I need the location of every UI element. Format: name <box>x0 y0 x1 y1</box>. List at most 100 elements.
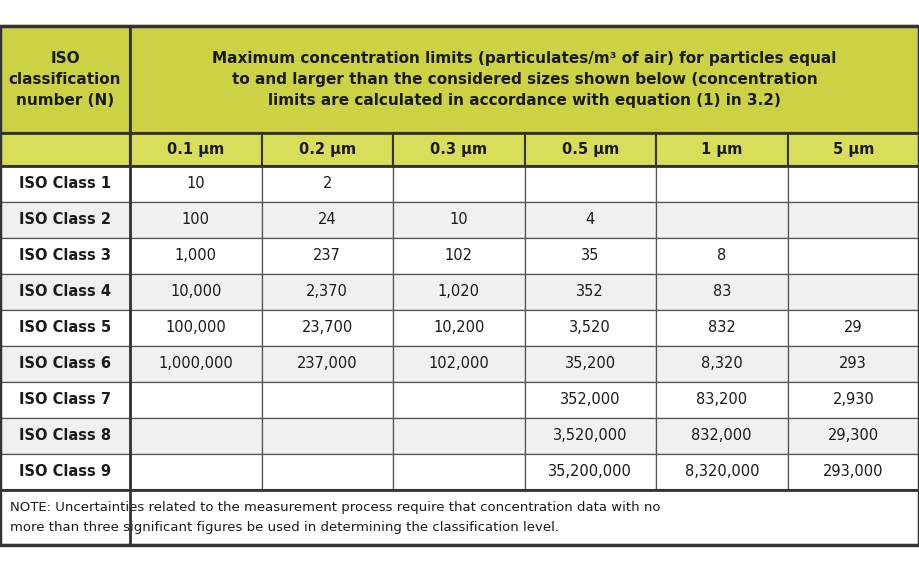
Text: 10,000: 10,000 <box>170 284 221 300</box>
Text: 102,000: 102,000 <box>428 356 489 372</box>
Text: 1,000,000: 1,000,000 <box>158 356 233 372</box>
Text: 0.2 μm: 0.2 μm <box>299 142 356 157</box>
Text: 23,700: 23,700 <box>301 320 353 336</box>
Bar <box>656 202 788 238</box>
Bar <box>393 454 525 490</box>
Bar <box>393 382 525 418</box>
Text: ISO Class 6: ISO Class 6 <box>19 356 111 372</box>
Bar <box>262 310 393 346</box>
Bar <box>656 274 788 310</box>
Bar <box>130 346 262 382</box>
Text: NOTE: Uncertainties related to the measurement process require that concentratio: NOTE: Uncertainties related to the measu… <box>10 501 661 533</box>
Bar <box>525 274 656 310</box>
Bar <box>262 166 393 202</box>
Bar <box>788 202 919 238</box>
Bar <box>0 310 130 346</box>
Text: ISO Class 1: ISO Class 1 <box>19 176 111 191</box>
Bar <box>656 133 788 166</box>
Text: 29,300: 29,300 <box>828 428 879 444</box>
Bar <box>0 202 130 238</box>
Text: 8,320,000: 8,320,000 <box>685 464 759 480</box>
Bar <box>262 133 393 166</box>
Bar <box>130 418 262 454</box>
Bar <box>130 310 262 346</box>
Text: 2,930: 2,930 <box>833 392 874 408</box>
Bar <box>525 346 656 382</box>
Bar <box>788 238 919 274</box>
Bar <box>788 454 919 490</box>
Text: 3,520: 3,520 <box>570 320 611 336</box>
Text: ISO Class 9: ISO Class 9 <box>19 464 111 480</box>
Text: 237: 237 <box>313 248 341 263</box>
Bar <box>525 238 656 274</box>
Bar <box>262 346 393 382</box>
Text: 35,200: 35,200 <box>564 356 616 372</box>
Bar <box>525 454 656 490</box>
Bar <box>525 133 656 166</box>
Text: 832: 832 <box>708 320 735 336</box>
Text: ISO Class 7: ISO Class 7 <box>19 392 111 408</box>
Bar <box>656 310 788 346</box>
Text: 832,000: 832,000 <box>691 428 752 444</box>
Bar <box>656 418 788 454</box>
Bar <box>0 490 919 545</box>
Bar <box>262 274 393 310</box>
Bar <box>656 382 788 418</box>
Bar <box>130 274 262 310</box>
Bar <box>788 166 919 202</box>
Text: 2: 2 <box>323 176 332 191</box>
Text: 29: 29 <box>844 320 863 336</box>
Bar <box>393 310 525 346</box>
Bar <box>788 382 919 418</box>
Text: 83,200: 83,200 <box>697 392 747 408</box>
Bar <box>130 133 262 166</box>
Bar <box>788 274 919 310</box>
Bar <box>393 166 525 202</box>
Bar <box>0 274 130 310</box>
Bar <box>788 418 919 454</box>
Bar <box>130 202 262 238</box>
Bar <box>788 133 919 166</box>
Bar <box>656 238 788 274</box>
Bar <box>130 382 262 418</box>
Bar <box>0 454 130 490</box>
Text: 237,000: 237,000 <box>297 356 357 372</box>
Text: ISO
classification
number (N): ISO classification number (N) <box>9 51 121 108</box>
Bar <box>262 418 393 454</box>
Text: 4: 4 <box>585 212 595 227</box>
Text: 5 μm: 5 μm <box>833 142 874 157</box>
Bar <box>262 382 393 418</box>
Bar <box>130 454 262 490</box>
Bar <box>525 202 656 238</box>
Text: 1,000: 1,000 <box>175 248 217 263</box>
Bar <box>393 202 525 238</box>
Bar <box>130 26 919 133</box>
Text: 1,020: 1,020 <box>437 284 480 300</box>
Text: 35: 35 <box>581 248 599 263</box>
Bar <box>525 418 656 454</box>
Text: 83: 83 <box>712 284 731 300</box>
Bar <box>0 418 130 454</box>
Text: ISO Class 5: ISO Class 5 <box>19 320 111 336</box>
Bar <box>393 346 525 382</box>
Text: 10: 10 <box>187 176 205 191</box>
Text: ISO Class 8: ISO Class 8 <box>19 428 111 444</box>
Text: 0.3 μm: 0.3 μm <box>430 142 487 157</box>
Text: 0.5 μm: 0.5 μm <box>562 142 618 157</box>
Bar <box>525 166 656 202</box>
Bar <box>525 310 656 346</box>
Text: 10: 10 <box>449 212 468 227</box>
Bar <box>0 346 130 382</box>
Bar <box>262 454 393 490</box>
Bar <box>656 166 788 202</box>
Text: 0.1 μm: 0.1 μm <box>167 142 224 157</box>
Bar <box>525 382 656 418</box>
Text: 8: 8 <box>717 248 726 263</box>
Bar <box>130 238 262 274</box>
Text: 8,320: 8,320 <box>701 356 743 372</box>
Bar <box>262 238 393 274</box>
Text: 3,520,000: 3,520,000 <box>553 428 628 444</box>
Bar <box>0 238 130 274</box>
Bar <box>0 382 130 418</box>
Bar <box>656 454 788 490</box>
